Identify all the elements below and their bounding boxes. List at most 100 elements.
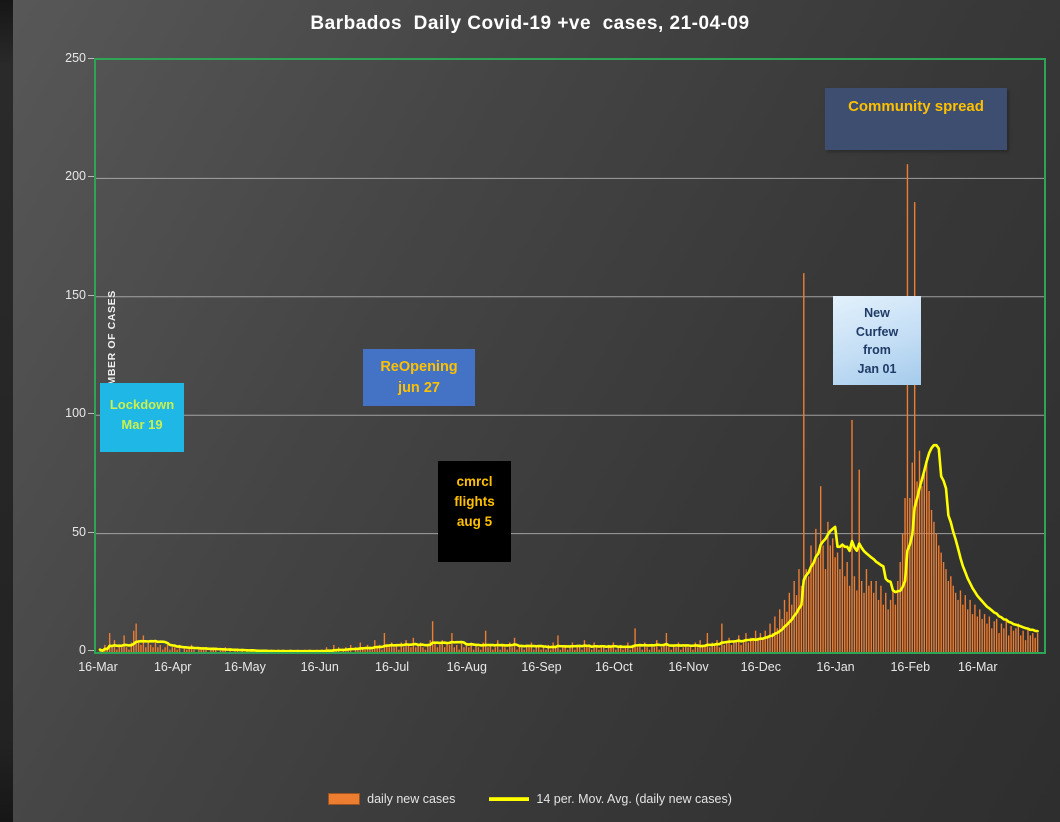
bar [827,521,829,652]
bar [672,644,675,652]
bar [880,585,882,652]
bar [1032,633,1034,652]
bar [364,649,366,652]
bar [386,644,388,652]
bar [407,644,410,652]
bar [164,647,166,652]
bar [429,640,431,652]
bar [400,642,402,652]
bar [441,640,443,652]
bar [928,490,930,652]
x-tick-label: 16-May [224,660,266,674]
bar [562,647,564,652]
x-tick-label: 16-Aug [446,660,487,674]
bar [1027,628,1029,652]
x-tick-label: 16-Nov [668,660,709,674]
bar [954,592,957,652]
bar [899,562,901,652]
bar [877,599,880,652]
bar [135,623,137,652]
bar [586,647,588,652]
bar [735,642,738,652]
bar [805,569,807,652]
bar [470,642,472,652]
bar [713,644,716,652]
bar [863,592,865,652]
bar [393,647,395,652]
bar [120,647,123,652]
bar [419,642,422,652]
bar [986,623,988,652]
bar [923,474,926,652]
bar [376,647,378,652]
bar [554,647,557,652]
y-tick-label: 0 [79,643,86,657]
bar [803,273,805,652]
bar [718,647,721,652]
bar [169,649,171,652]
bar [762,637,764,652]
bar [701,647,704,652]
bar [832,538,834,652]
bar [663,644,665,652]
bar [463,647,465,652]
bar [952,585,954,652]
bar [786,611,788,652]
bar [670,649,672,652]
bar [846,562,848,652]
bar [1020,635,1022,652]
bar [369,647,371,652]
bar [501,644,504,652]
bar [689,644,692,652]
bar [716,640,718,652]
bar [947,580,950,652]
bar [759,633,762,652]
bar [957,599,959,652]
annotation-cmrcl-line2: flights [454,494,495,509]
bar [848,585,851,652]
bar [557,635,559,652]
bar [995,618,998,652]
y-tick-mark [88,294,94,296]
legend-item-daily-cases: daily new cases [328,792,455,806]
bar [976,616,979,652]
moving-average-line [98,443,1039,652]
bar [178,644,181,652]
bar [603,647,605,652]
bar [111,647,113,652]
bar [853,576,856,652]
annotation-cmrcl-line1: cmrcl [456,474,493,489]
bar [839,569,841,652]
bar [210,649,212,652]
y-tick-mark [88,176,94,178]
bar [1022,630,1024,652]
bar [574,649,576,652]
bar [709,647,711,652]
bar [171,647,174,652]
bar [653,647,656,652]
bar [116,649,118,652]
annotation-curfew-line1: New [864,306,890,320]
bar [381,649,383,652]
bar [872,592,875,652]
bar [851,419,853,652]
legend-bars-label: daily new cases [367,792,456,806]
bar [487,647,489,652]
bar [357,649,359,652]
bar [499,649,501,652]
bar [528,647,530,652]
bar [865,569,868,652]
bar [494,647,496,652]
y-tick-mark [88,531,94,533]
bar [636,647,639,652]
bar [909,498,911,652]
bar [752,640,754,652]
bar [581,649,583,652]
bar [860,580,863,652]
bar [610,647,612,652]
bar [766,635,769,652]
bar [152,647,154,652]
y-tick-label: 250 [65,51,86,65]
bar [812,562,815,652]
bar [697,647,699,652]
